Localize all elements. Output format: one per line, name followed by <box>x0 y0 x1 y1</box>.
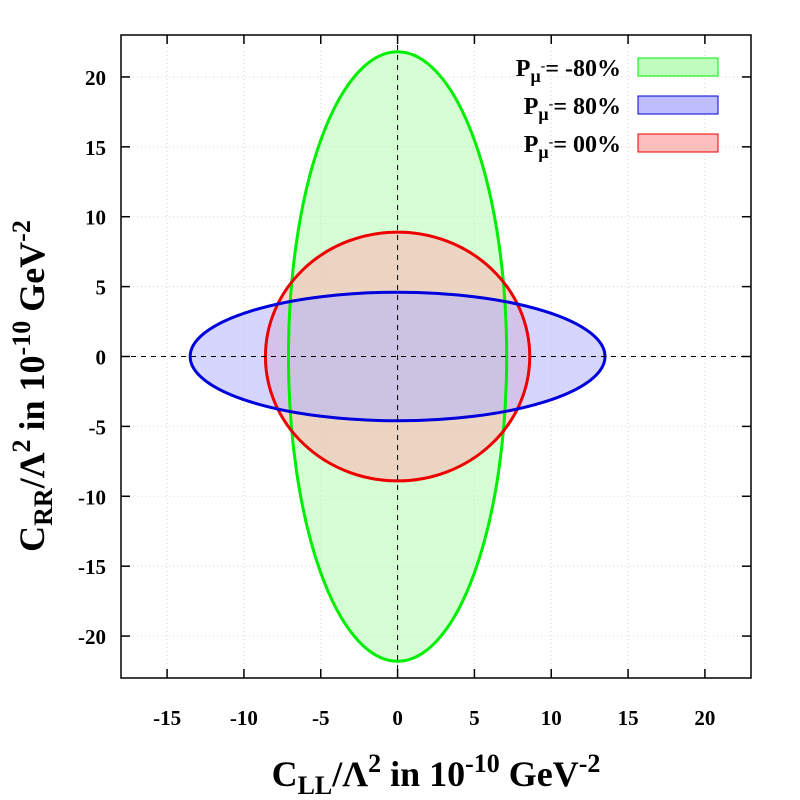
y-title-sup: 2 <box>7 439 36 452</box>
legend-label-0: Pμ-= -80% <box>516 56 621 86</box>
y-tick-label: -15 <box>78 555 106 579</box>
x-axis-title: CLL/Λ2 in 10-10 GeV-2 <box>272 749 601 800</box>
legend-label-sub: μ <box>538 104 548 124</box>
legend-label-p: P <box>524 132 539 158</box>
y-title-mid: in 10 <box>12 355 52 439</box>
legend-label-p: P <box>516 56 531 82</box>
y-tick-label: 10 <box>85 206 106 230</box>
x-tick-label: 10 <box>541 706 562 730</box>
x-title-unitexp: -2 <box>579 749 601 778</box>
legend-label-p: P <box>524 94 539 120</box>
y-title-unitexp: -2 <box>7 220 36 242</box>
legend-label-2: Pμ-= 00% <box>524 132 621 162</box>
legend-label-sub: μ <box>538 142 548 162</box>
y-axis-title: CRR/Λ2 in 10-10 GeV-2 <box>7 220 58 552</box>
legend-label-1: Pμ-= 80% <box>524 94 621 124</box>
x-title-main: C <box>272 754 298 794</box>
x-tick-label: 5 <box>469 706 480 730</box>
y-tick-label: -5 <box>89 415 107 439</box>
x-title-slash: /Λ <box>331 754 368 794</box>
legend-label-supminus: - <box>541 59 546 74</box>
y-tick-label: 20 <box>85 66 106 90</box>
legend-swatch-2 <box>637 133 719 153</box>
x-title-exp: -10 <box>465 749 500 778</box>
legend-label-value: = 80% <box>553 94 621 120</box>
x-tick-label: 0 <box>392 706 403 730</box>
y-tick-label: 0 <box>96 346 107 370</box>
zero-lines <box>121 35 751 678</box>
legend-swatch-1 <box>637 95 719 115</box>
y-tick-label: 15 <box>85 136 106 160</box>
y-title-slash: /Λ <box>12 452 52 489</box>
legend-label-supminus: - <box>549 97 554 112</box>
y-title-exp: -10 <box>7 321 36 356</box>
x-tick-label: -10 <box>230 706 258 730</box>
ellipse-outline-0 <box>286 50 509 663</box>
y-title-sub: RR <box>29 488 58 526</box>
x-title-mid: in 10 <box>381 754 465 794</box>
x-tick-label: -5 <box>312 706 330 730</box>
legend-swatch-0 <box>637 57 719 77</box>
x-tick-label: -15 <box>153 706 181 730</box>
x-tick-label: 20 <box>694 706 715 730</box>
legend-label-sub: μ <box>530 66 540 86</box>
legend: Pμ-= -80%Pμ-= 80%Pμ-= 00% <box>516 56 719 162</box>
ticks: -15 -10 -5 0 5 10 15 20 -20 -15 -10 -5 0 5 10 15 20 <box>78 35 751 730</box>
y-title-unit: GeV <box>12 242 52 321</box>
x-title-sup: 2 <box>368 749 381 778</box>
x-title-unit: GeV <box>500 754 579 794</box>
x-title-sub: LL <box>298 771 333 800</box>
y-title-main: C <box>12 526 52 552</box>
y-tick-label: -20 <box>78 625 106 649</box>
legend-label-value: = 00% <box>553 132 621 158</box>
legend-label-value: = -80% <box>545 56 621 82</box>
y-tick-label: 5 <box>96 276 107 300</box>
x-tick-label: 15 <box>618 706 639 730</box>
legend-label-supminus: - <box>549 135 554 150</box>
y-tick-label: -10 <box>78 485 106 509</box>
